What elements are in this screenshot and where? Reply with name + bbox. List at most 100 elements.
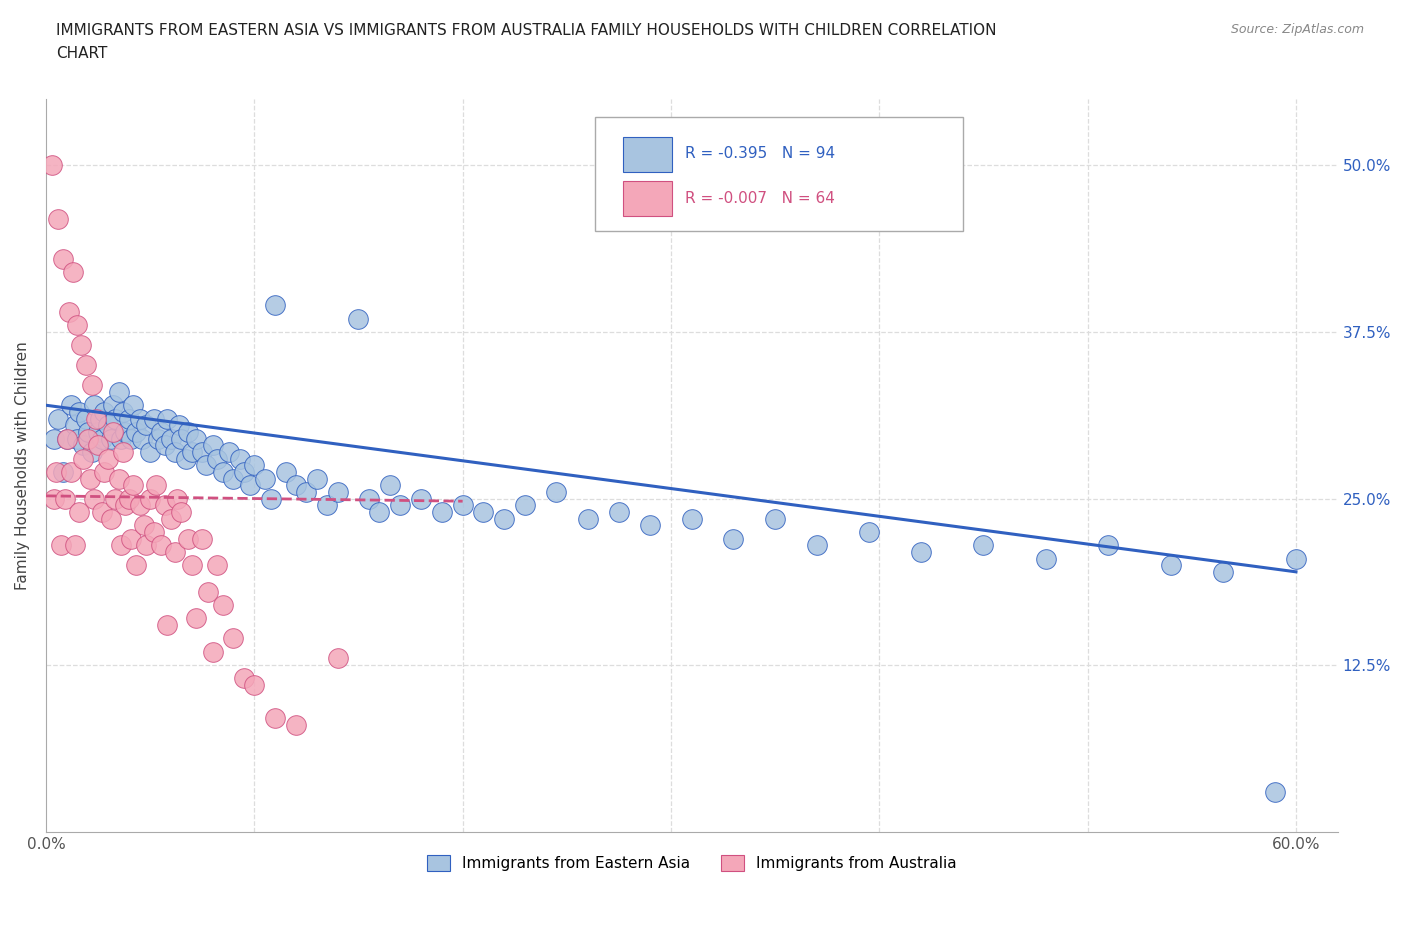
Point xyxy=(114,424,136,439)
Point xyxy=(205,558,228,573)
Point xyxy=(607,504,630,519)
Point xyxy=(153,498,176,512)
Point xyxy=(222,631,245,646)
Point xyxy=(124,558,146,573)
Point xyxy=(160,432,183,446)
Point xyxy=(170,504,193,519)
Text: R = -0.007   N = 64: R = -0.007 N = 64 xyxy=(685,191,835,206)
Point xyxy=(131,432,153,446)
Point xyxy=(87,438,110,453)
Point xyxy=(145,478,167,493)
Point xyxy=(63,418,86,432)
Point xyxy=(253,472,276,486)
Point xyxy=(139,491,162,506)
Point xyxy=(63,538,86,552)
Point xyxy=(1285,551,1308,566)
Point xyxy=(232,464,254,479)
Point xyxy=(48,211,70,226)
Point xyxy=(326,651,349,666)
Point xyxy=(389,498,412,512)
Point xyxy=(285,478,308,493)
Point xyxy=(76,424,98,439)
Point xyxy=(148,432,170,446)
Point xyxy=(139,445,162,459)
Point xyxy=(80,445,103,459)
Point xyxy=(180,445,202,459)
Point xyxy=(513,498,536,512)
Point xyxy=(243,458,266,472)
Point xyxy=(93,464,115,479)
FancyBboxPatch shape xyxy=(623,180,672,216)
Point xyxy=(546,485,568,499)
Point xyxy=(165,544,187,559)
Point xyxy=(143,525,166,539)
Point xyxy=(191,445,214,459)
Point xyxy=(472,504,495,519)
Point xyxy=(62,264,84,279)
Point xyxy=(83,398,105,413)
Point xyxy=(45,464,67,479)
Point xyxy=(232,671,254,686)
Point xyxy=(67,405,90,419)
Point xyxy=(212,598,235,613)
Point xyxy=(180,558,202,573)
Point xyxy=(305,472,328,486)
Point xyxy=(118,491,141,506)
Point xyxy=(149,424,172,439)
Y-axis label: Family Households with Children: Family Households with Children xyxy=(15,340,30,590)
Point xyxy=(239,478,262,493)
Point xyxy=(112,405,135,419)
Point xyxy=(118,411,141,426)
Point xyxy=(156,618,179,632)
Point xyxy=(228,451,250,466)
Point xyxy=(197,584,219,599)
Point xyxy=(122,398,145,413)
Point xyxy=(75,411,97,426)
Point xyxy=(316,498,339,512)
Text: Source: ZipAtlas.com: Source: ZipAtlas.com xyxy=(1230,23,1364,36)
Point xyxy=(135,538,157,552)
Point xyxy=(122,478,145,493)
Point xyxy=(41,158,63,173)
Text: CHART: CHART xyxy=(56,46,108,61)
Point xyxy=(638,518,661,533)
Point xyxy=(274,464,297,479)
Point xyxy=(174,451,197,466)
Point xyxy=(100,512,122,526)
Point xyxy=(110,432,132,446)
Point xyxy=(49,538,72,552)
Point xyxy=(1097,538,1119,552)
Point xyxy=(91,504,114,519)
Point xyxy=(184,432,207,446)
Point xyxy=(72,451,94,466)
Point xyxy=(80,378,103,392)
Point xyxy=(806,538,828,552)
Point xyxy=(170,432,193,446)
Point xyxy=(110,538,132,552)
Point xyxy=(112,445,135,459)
Point xyxy=(124,424,146,439)
Point xyxy=(763,512,786,526)
Point xyxy=(184,611,207,626)
Point xyxy=(58,304,80,319)
Point xyxy=(97,418,120,432)
Point xyxy=(357,491,380,506)
Point xyxy=(972,538,994,552)
Point xyxy=(576,512,599,526)
Point xyxy=(205,451,228,466)
Point xyxy=(212,464,235,479)
Point xyxy=(132,518,155,533)
Point xyxy=(165,445,187,459)
Point xyxy=(910,544,932,559)
Point xyxy=(72,438,94,453)
Point xyxy=(326,485,349,499)
Point xyxy=(191,531,214,546)
Point xyxy=(1035,551,1057,566)
Point xyxy=(347,312,370,326)
Point xyxy=(87,424,110,439)
Point xyxy=(44,432,66,446)
Point xyxy=(858,525,880,539)
Point xyxy=(128,498,150,512)
Point xyxy=(218,445,240,459)
Point xyxy=(243,678,266,693)
